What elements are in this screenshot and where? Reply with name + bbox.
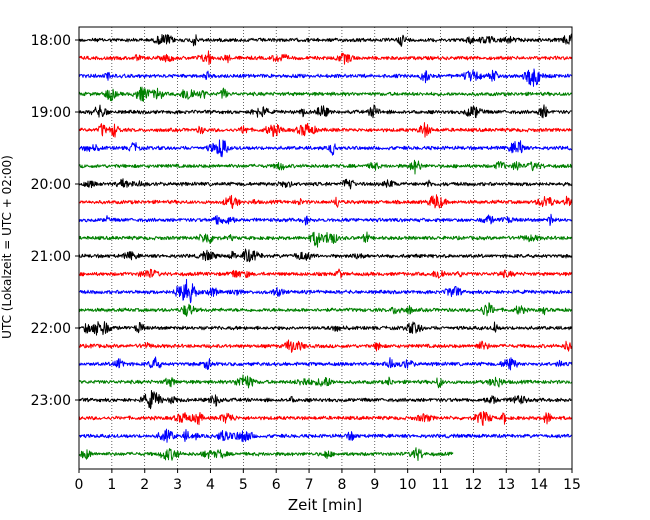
x-axis-label: Zeit [min] [288, 496, 362, 514]
x-tick-label: 9 [370, 477, 379, 493]
x-tick-label: 6 [272, 477, 281, 493]
y-tick-label: 21:00 [31, 249, 71, 265]
x-tick-label: 10 [399, 477, 417, 493]
x-tick-label: 7 [305, 477, 314, 493]
y-tick-label: 23:00 [31, 393, 71, 409]
y-tick-label: 22:00 [31, 321, 71, 337]
y-tick-label: 18:00 [31, 33, 71, 49]
x-tick-label: 8 [337, 477, 346, 493]
x-tick-label: 12 [464, 477, 482, 493]
x-tick-label: 4 [206, 477, 215, 493]
x-tick-label: 3 [173, 477, 182, 493]
y-tick-label: 20:00 [31, 177, 71, 193]
y-axis: 18:00 19:00 20:00 21:00 22:00 23:00 [31, 33, 79, 409]
x-tick-label: 2 [140, 477, 149, 493]
x-tick-label: 14 [530, 477, 548, 493]
x-tick-label: 13 [497, 477, 515, 493]
x-tick-label: 0 [75, 477, 84, 493]
x-tick-label: 15 [563, 477, 581, 493]
x-tick-label: 5 [239, 477, 248, 493]
x-axis: 0 1 2 3 4 5 6 7 8 9 10 11 12 13 14 15 [75, 469, 581, 493]
x-tick-label: 1 [107, 477, 116, 493]
y-tick-label: 19:00 [31, 105, 71, 121]
y-axis-label: UTC (Lokalzeit = UTC + 02:00) [0, 155, 14, 339]
x-tick-label: 11 [432, 477, 450, 493]
